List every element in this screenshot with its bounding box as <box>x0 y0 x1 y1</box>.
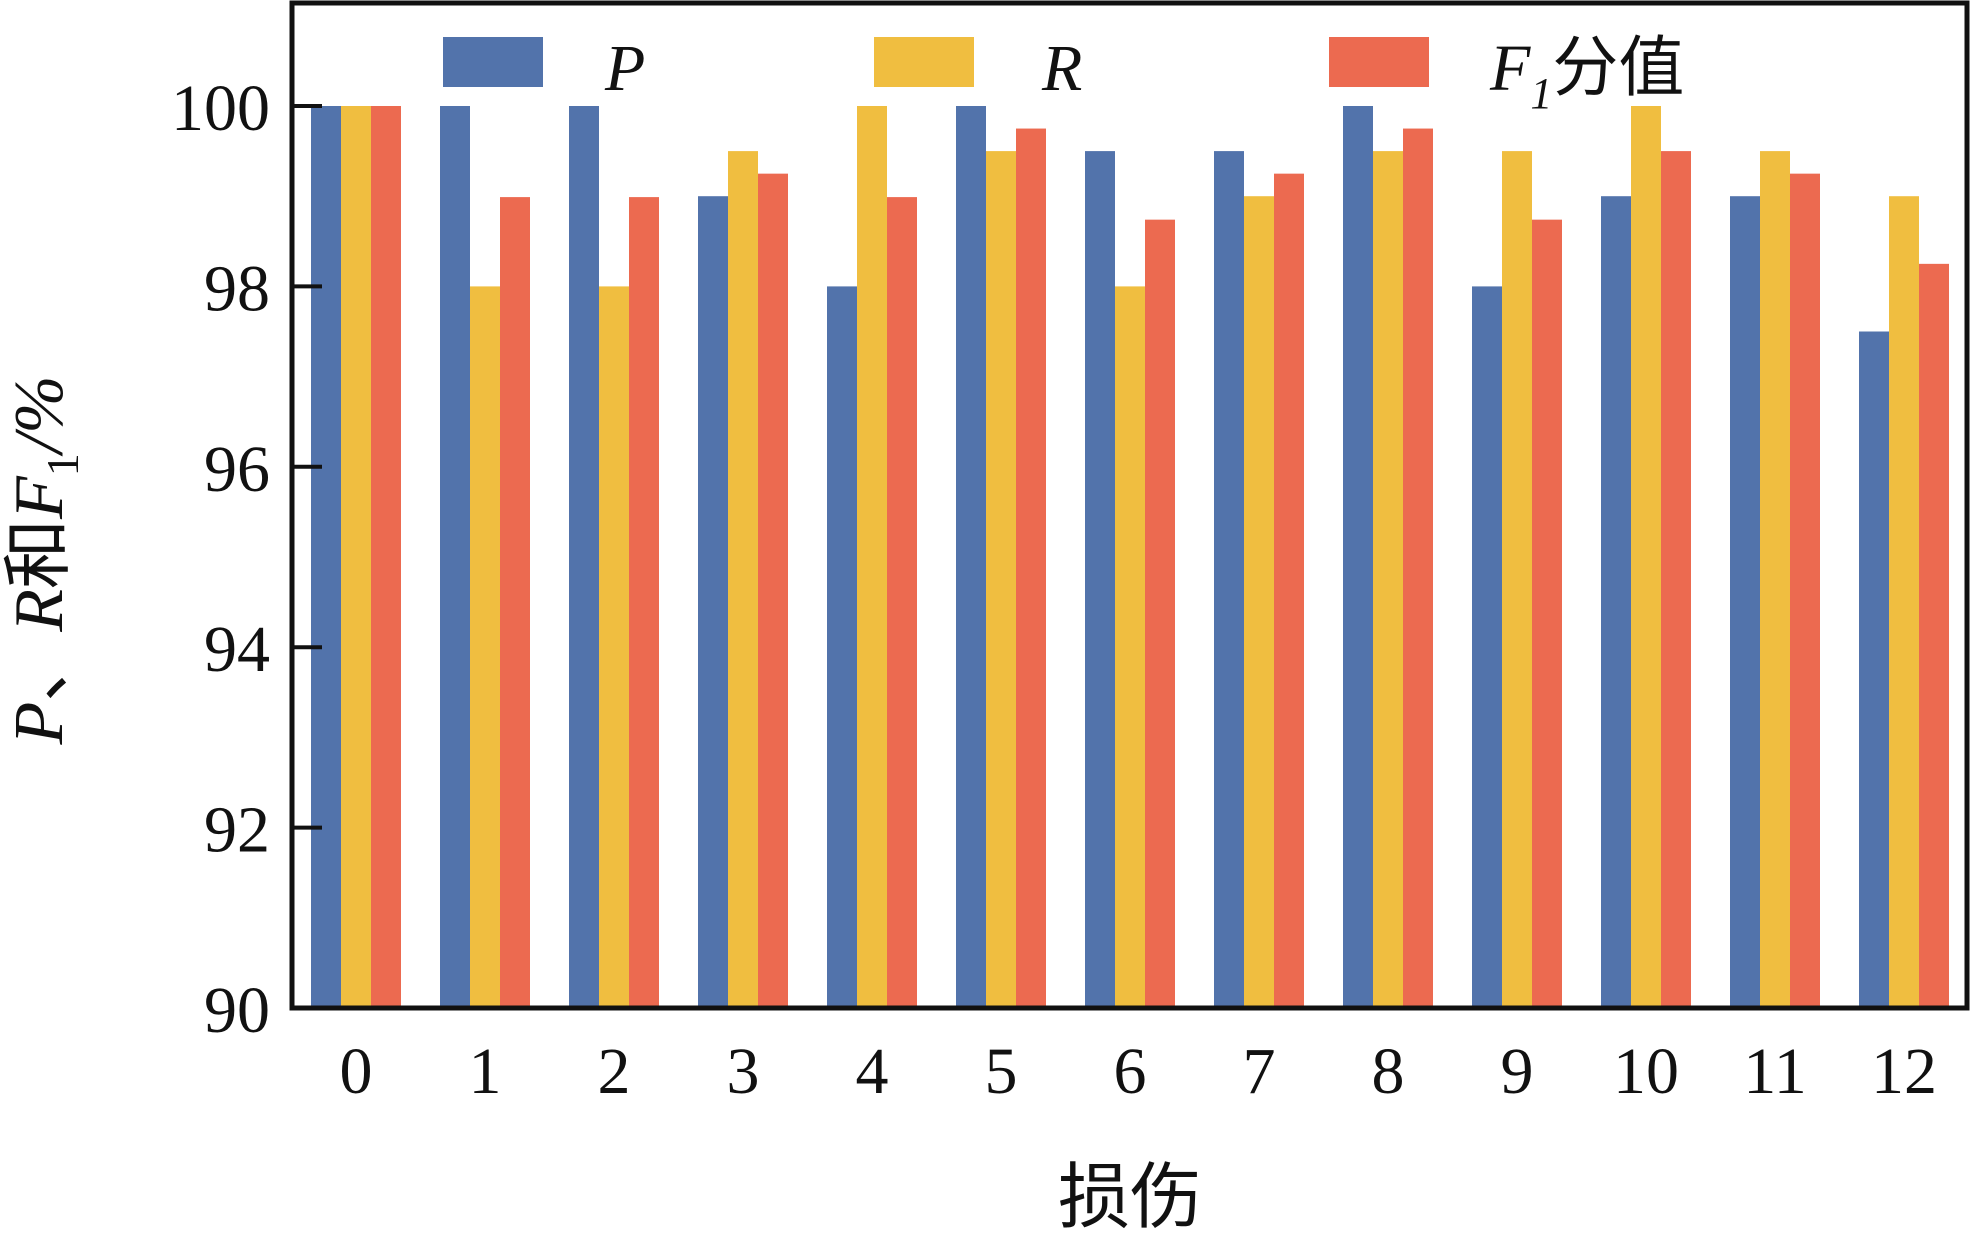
y-tick-label: 94 <box>204 613 270 686</box>
bar-f1-12 <box>1919 263 1949 1009</box>
y-label-unit: /% <box>1 375 78 457</box>
x-tick-label: 0 <box>340 1035 373 1108</box>
legend-swatch-f1 <box>1329 37 1429 87</box>
y-tick-label: 90 <box>204 974 270 1047</box>
bar-r-8 <box>1373 151 1403 1009</box>
bar-p-9 <box>1472 286 1502 1008</box>
y-tick-label: 92 <box>204 794 270 867</box>
bar-f1-11 <box>1790 173 1820 1008</box>
bar-p-3 <box>698 196 728 1008</box>
x-tick-label: 10 <box>1613 1035 1679 1108</box>
bar-r-5 <box>986 151 1016 1009</box>
bar-r-9 <box>1502 151 1532 1009</box>
legend-f-sub: 1 <box>1530 69 1552 118</box>
bar-f1-3 <box>758 173 788 1008</box>
bar-r-0 <box>341 106 371 1008</box>
y-label-sub: 1 <box>37 453 88 476</box>
legend-label-p: P <box>604 32 645 105</box>
bar-f1-4 <box>887 197 917 1009</box>
y-tick-label: 98 <box>204 252 270 325</box>
x-tick-label: 5 <box>985 1035 1018 1108</box>
bar-f1-9 <box>1532 219 1562 1009</box>
bar-p-11 <box>1730 196 1760 1008</box>
bar-r-6 <box>1115 286 1145 1008</box>
x-axis-label: 损伤 <box>1058 1158 1202 1235</box>
legend: P R F1分值 <box>443 32 1684 118</box>
x-tick-label: 3 <box>727 1035 760 1108</box>
y-axis: 90 92 94 96 98 100 <box>171 72 322 1047</box>
bar-r-2 <box>599 286 629 1008</box>
bar-f1-5 <box>1016 128 1046 1009</box>
bar-f1-0 <box>371 106 401 1008</box>
x-tick-label: 2 <box>598 1035 631 1108</box>
y-label-f: F <box>1 475 78 520</box>
bar-p-8 <box>1343 106 1373 1008</box>
legend-swatch-p <box>443 37 543 87</box>
bar-p-1 <box>440 106 470 1008</box>
y-label-and: 和 <box>1 519 78 589</box>
bar-r-1 <box>470 286 500 1008</box>
bar-f1-1 <box>500 197 530 1009</box>
x-axis: 0 1 2 3 4 5 6 7 8 9 10 11 12 <box>340 1035 1938 1108</box>
legend-swatch-r <box>874 37 974 87</box>
bar-f1-6 <box>1145 219 1175 1009</box>
x-tick-label: 7 <box>1243 1035 1276 1108</box>
x-tick-label: 1 <box>469 1035 502 1108</box>
y-tick-label: 100 <box>171 72 270 145</box>
bar-p-7 <box>1214 151 1244 1009</box>
bar-p-10 <box>1601 196 1631 1008</box>
legend-f: F <box>1489 32 1531 105</box>
bar-f1-2 <box>629 197 659 1009</box>
bar-f1-8 <box>1403 128 1433 1009</box>
y-label-p: P <box>1 702 78 746</box>
legend-label-r: R <box>1041 32 1082 105</box>
x-tick-label: 8 <box>1372 1035 1405 1108</box>
y-tick-label: 96 <box>204 433 270 506</box>
bar-p-5 <box>956 106 986 1008</box>
bar-r-12 <box>1889 196 1919 1008</box>
legend-label-f1: F1分值 <box>1489 32 1684 118</box>
bars-group <box>311 106 1949 1009</box>
x-tick-label: 9 <box>1501 1035 1534 1108</box>
bar-p-12 <box>1859 331 1889 1008</box>
y-axis-label: P、R和F1/% <box>1 375 88 745</box>
bar-p-4 <box>827 286 857 1008</box>
bar-f1-7 <box>1274 173 1304 1008</box>
y-label-sep: 、 <box>1 632 78 702</box>
y-label-r: R <box>1 589 78 633</box>
x-tick-label: 4 <box>856 1035 889 1108</box>
x-tick-label: 12 <box>1871 1035 1937 1108</box>
bar-r-7 <box>1244 196 1274 1008</box>
x-tick-label: 11 <box>1743 1035 1807 1108</box>
bar-p-2 <box>569 106 599 1008</box>
bar-r-3 <box>728 151 758 1009</box>
legend-f-suffix: 分值 <box>1552 32 1684 105</box>
plot-frame <box>289 0 1970 1011</box>
bar-r-10 <box>1631 106 1661 1008</box>
bar-f1-10 <box>1661 151 1691 1009</box>
bar-r-4 <box>857 106 887 1008</box>
bar-p-6 <box>1085 151 1115 1009</box>
x-tick-label: 6 <box>1114 1035 1147 1108</box>
bar-p-0 <box>311 106 341 1008</box>
bar-r-11 <box>1760 151 1790 1009</box>
